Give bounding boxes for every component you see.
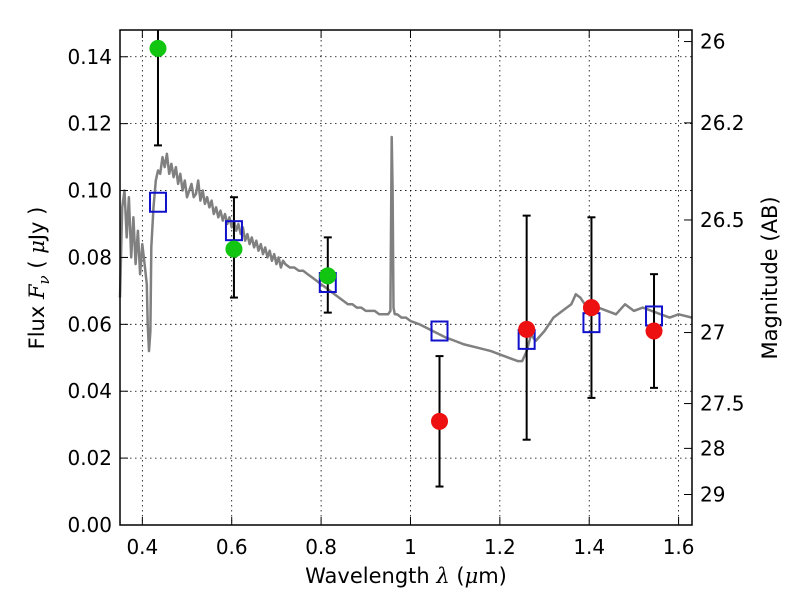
observed-flux-point	[225, 240, 243, 258]
y-tick-label: 0.02	[67, 446, 112, 470]
model-spectrum	[118, 135, 693, 363]
x-tick-label: 1	[404, 535, 417, 559]
y-tick-label: 0.08	[67, 245, 112, 269]
y-tick-label: 0.00	[67, 513, 112, 537]
observed-flux-point	[582, 299, 600, 317]
y2-tick-label: 27.5	[700, 392, 745, 416]
axis-ticks: 0.4 0.6 0.8 1 1.2 1.4 1.6 0.00 0.02 0.04 0.06 0.08 0…	[67, 30, 744, 559]
y2-tick-label: 26.2	[700, 111, 745, 135]
observed-flux-point	[431, 412, 449, 430]
y-tick-label: 0.14	[67, 45, 112, 69]
observed-flux-point	[149, 39, 167, 57]
model-flux-square	[430, 320, 449, 342]
error-bars	[153, 30, 659, 488]
model-flux-square	[148, 191, 167, 213]
y2-tick-label: 28	[700, 436, 725, 460]
y2-tick-label: 26	[700, 30, 725, 54]
y2-tick-label: 29	[700, 482, 725, 506]
y-tick-label: 0.04	[67, 379, 112, 403]
y-axis-label: Flux Fν ( μJy )	[25, 207, 53, 350]
y-tick-label: 0.12	[67, 112, 112, 136]
x-tick-label: 0.6	[216, 535, 248, 559]
observed-flux-point	[319, 267, 337, 285]
data-points	[148, 39, 664, 430]
x-tick-label: 1.4	[573, 535, 605, 559]
observed-flux-point	[518, 320, 536, 338]
y2-axis-label: Magnitude (AB)	[758, 196, 782, 359]
x-tick-label: 1.6	[663, 535, 695, 559]
grid	[120, 30, 692, 526]
x-tick-label: 0.4	[126, 535, 158, 559]
y-tick-label: 0.06	[67, 312, 112, 336]
model-flux-square	[224, 220, 243, 242]
model-spectrum-line	[118, 135, 693, 363]
y-tick-label: 0.10	[67, 179, 112, 203]
observed-flux-point	[645, 322, 663, 340]
y2-tick-label: 27	[700, 321, 725, 345]
x-tick-label: 0.8	[305, 535, 337, 559]
x-axis-label: Wavelength λ (μm)	[305, 564, 507, 588]
y2-tick-label: 26.5	[700, 208, 745, 232]
x-tick-label: 1.2	[484, 535, 516, 559]
plot-frame	[119, 29, 693, 526]
